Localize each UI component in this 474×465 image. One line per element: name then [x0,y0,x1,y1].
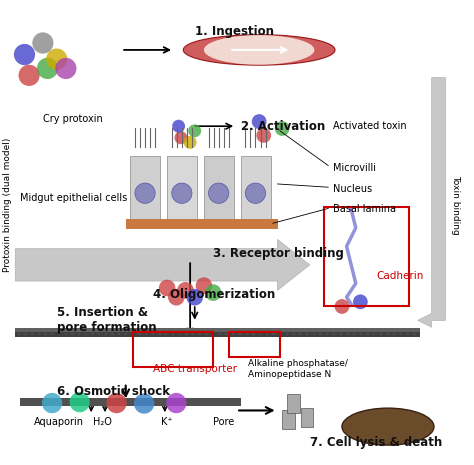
Ellipse shape [342,408,434,445]
Polygon shape [15,239,310,290]
Bar [15,332,420,337]
Text: Cry protoxin: Cry protoxin [43,114,103,124]
Text: H₂O: H₂O [93,417,112,427]
FancyBboxPatch shape [130,156,160,219]
Text: Toxin binding: Toxin binding [452,175,461,235]
Text: Activated toxin: Activated toxin [333,121,406,131]
Circle shape [134,393,154,414]
Text: 3. Receptor binding: 3. Receptor binding [213,247,344,260]
Circle shape [252,114,266,129]
Bar [126,219,278,229]
Text: Nucleus: Nucleus [333,184,372,193]
Text: 1. Ingestion: 1. Ingestion [195,25,273,38]
Circle shape [168,289,184,306]
FancyBboxPatch shape [167,156,197,219]
Circle shape [184,136,197,149]
Circle shape [186,289,203,306]
Circle shape [135,183,155,203]
Circle shape [174,131,187,144]
Circle shape [37,58,58,79]
Circle shape [32,33,54,53]
Circle shape [46,48,67,70]
Circle shape [172,120,185,133]
Polygon shape [204,35,314,65]
Text: Alkaline phosphatase/
Aminopeptidase N: Alkaline phosphatase/ Aminopeptidase N [247,359,347,379]
Circle shape [205,284,221,301]
Text: 6. Osmotic shock: 6. Osmotic shock [57,385,170,399]
Circle shape [14,44,35,65]
Bar [20,398,241,406]
Circle shape [106,393,127,413]
Text: 7. Cell lysis & death: 7. Cell lysis & death [310,436,442,449]
Text: Microvilli: Microvilli [333,163,376,173]
Text: Protoxin binding (dual model): Protoxin binding (dual model) [2,138,11,272]
FancyBboxPatch shape [301,408,313,426]
Circle shape [209,183,229,203]
FancyBboxPatch shape [241,156,271,219]
Polygon shape [183,35,335,65]
Circle shape [256,128,271,143]
Circle shape [246,183,265,203]
Circle shape [188,124,201,137]
Circle shape [335,299,349,314]
Circle shape [166,393,186,413]
Text: ABC transporter: ABC transporter [153,364,237,374]
Polygon shape [418,78,446,327]
Text: K⁺: K⁺ [161,417,173,427]
Text: 5. Insertion &
pore formation: 5. Insertion & pore formation [57,306,156,334]
Bar [15,328,420,332]
Text: Pore: Pore [213,417,234,427]
Text: Cadherin: Cadherin [376,272,424,281]
Text: Basal lamina: Basal lamina [333,205,396,214]
Circle shape [275,121,290,136]
Text: 4. Oligomerization: 4. Oligomerization [153,288,275,301]
Circle shape [196,277,212,294]
Circle shape [353,294,368,309]
Circle shape [70,392,90,412]
Circle shape [159,279,175,296]
Circle shape [18,65,40,86]
Text: Midgut epithelial cells: Midgut epithelial cells [20,193,127,203]
Circle shape [55,58,76,79]
Circle shape [177,282,194,299]
Text: Aquaporin: Aquaporin [34,417,84,427]
Circle shape [42,393,62,413]
FancyBboxPatch shape [282,411,295,429]
FancyBboxPatch shape [204,156,234,219]
Text: 2. Activation: 2. Activation [241,120,325,133]
Circle shape [172,183,192,203]
FancyBboxPatch shape [287,394,300,413]
